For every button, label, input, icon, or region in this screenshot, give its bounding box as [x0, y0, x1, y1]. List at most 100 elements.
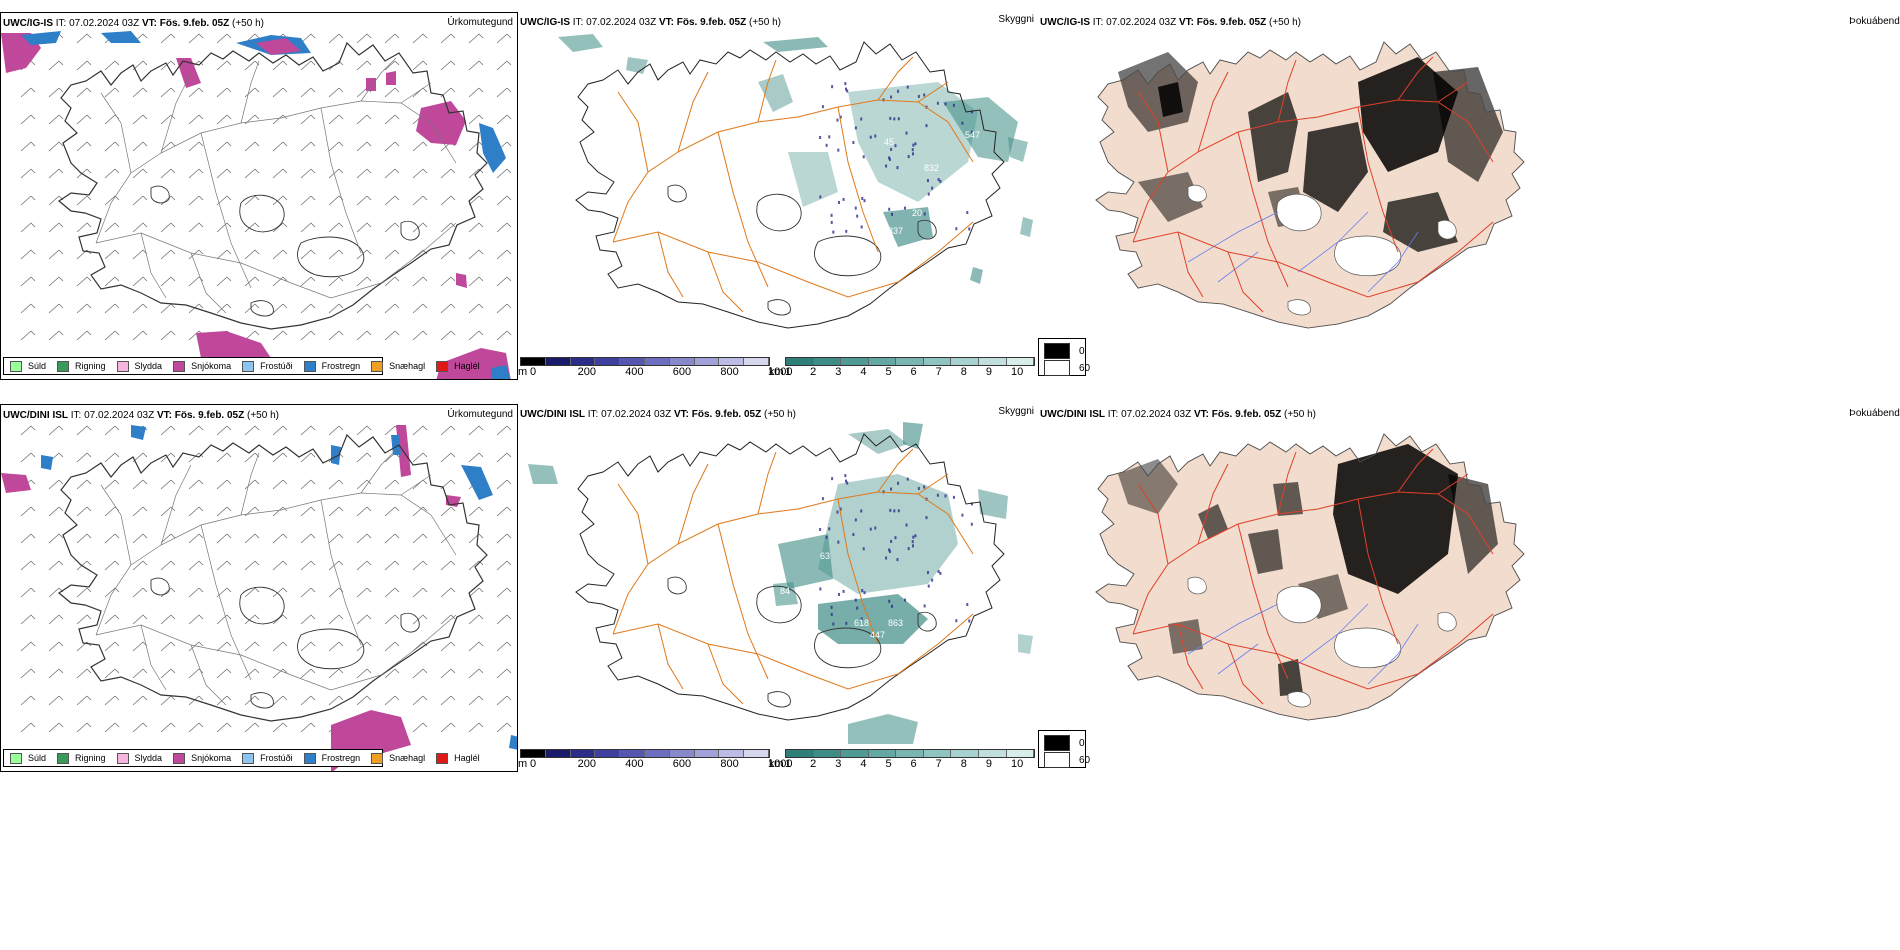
- colorbar-tick-label: 1000: [768, 366, 793, 378]
- legend-label: Súld: [28, 361, 47, 371]
- legend-label: Snæhagl: [389, 753, 426, 763]
- colorbar-tick-label: 9: [985, 758, 992, 770]
- visibility-patches: [558, 34, 1033, 284]
- cloud-vis-map-bottom: UWC/DINI ISL IT: 07.02.2024 03Z VT: Fös.…: [518, 404, 1038, 772]
- colorbar-tick-label: 10: [1011, 758, 1024, 770]
- iceland-map: [1095, 433, 1525, 721]
- legend-swatch: [10, 752, 22, 764]
- cloud-base-dots: [819, 82, 973, 234]
- legend-label: Snæhagl: [389, 361, 426, 371]
- cloud-base-unit: m: [518, 758, 528, 770]
- map-title: UWC/DINI ISL IT: 07.02.2024 03Z VT: Fös.…: [3, 410, 279, 421]
- colorbar-tick-label: 1: [785, 758, 792, 770]
- legend-swatch: [303, 360, 316, 372]
- legend-item: Snjókoma: [173, 360, 231, 372]
- iceland-map: [1095, 41, 1525, 329]
- svg-text:832: 832: [924, 163, 939, 173]
- colorbar-tick-label: 400: [625, 758, 644, 770]
- legend-swatch: [116, 360, 129, 372]
- colorbar-tick-label: 5: [885, 758, 892, 770]
- legend-label: Frostregn: [321, 753, 361, 763]
- legend-label: Rigning: [75, 361, 106, 371]
- legend-swatch: [173, 360, 186, 372]
- legend-label: Súld: [28, 753, 47, 763]
- precip-patches: [1, 425, 517, 771]
- colorbar-tick-label: 1000: [768, 758, 793, 770]
- coastline: [57, 433, 488, 722]
- fog-index-field: [1118, 444, 1498, 696]
- colorbar-tick-label: 4: [860, 366, 867, 378]
- road-lines: [1132, 56, 1494, 313]
- legend-item: Frostregn: [303, 360, 360, 372]
- colorbar-tick-label: 0: [530, 366, 537, 378]
- iceland-map: 59 547 45 832 20 337: [558, 34, 1033, 329]
- legend-item: Frostregn: [303, 752, 361, 764]
- glacier-areas: [1187, 184, 1457, 316]
- road-lines: [1132, 448, 1494, 705]
- legend-label: Haglél: [454, 361, 480, 371]
- visibility-patches: [528, 422, 1033, 744]
- coastline: [575, 41, 1005, 329]
- map-title: UWC/IG-IS IT: 07.02.2024 03Z VT: Fös. 9.…: [3, 18, 264, 29]
- legend-item: Slydda: [116, 752, 163, 764]
- fog-legend: 0 60: [1038, 338, 1090, 376]
- road-lines: [95, 57, 457, 314]
- legend-label: Slydda: [134, 753, 163, 763]
- legend-swatch: [10, 360, 22, 372]
- visibility-colorbar: km 1 2 3 4 5 6 7 8 9 10: [769, 357, 1038, 380]
- fog-legend-item: 60: [1044, 360, 1090, 376]
- road-lines: [95, 449, 457, 706]
- cloud-base-dots: [819, 474, 973, 626]
- map-type-label: Þokuábendi: [1849, 16, 1900, 27]
- svg-text:63: 63: [820, 551, 830, 561]
- svg-text:84: 84: [780, 586, 790, 596]
- glacier-areas: [1187, 576, 1457, 708]
- cloud-base-unit: m: [518, 366, 528, 378]
- map-type-label: Skyggni: [998, 14, 1034, 25]
- iceland-map: [1, 31, 512, 379]
- legend-swatch: [173, 752, 186, 764]
- precip-legend: Súld Rigning Slydda Snjókoma Frostúði Frostre…: [3, 749, 480, 767]
- cloud-base-colorbar: m 0 200 400 600 800 1000: [518, 357, 792, 380]
- road-lines: [612, 448, 974, 705]
- cloud-vis-map-top: UWC/IG-IS IT: 07.02.2024 03Z VT: Fös. 9.…: [518, 12, 1038, 380]
- legend-swatch: [57, 360, 70, 372]
- legend-item: Slydda: [116, 360, 163, 372]
- svg-text:337: 337: [888, 226, 903, 236]
- svg-text:618: 618: [854, 618, 869, 628]
- legend-swatch: [436, 360, 449, 372]
- svg-text:45: 45: [884, 137, 894, 147]
- legend-swatch: [242, 752, 255, 764]
- fog-index-map-bottom: UWC/DINI ISL IT: 07.02.2024 03Z VT: Fös.…: [1038, 404, 1900, 772]
- legend-label: Snjókoma: [191, 753, 232, 763]
- visibility-unit: km: [769, 366, 784, 378]
- map-title: UWC/DINI ISL IT: 07.02.2024 03Z VT: Fös.…: [1040, 409, 1316, 420]
- colorbar-tick-label: 2: [810, 758, 817, 770]
- map-title: UWC/DINI ISL IT: 07.02.2024 03Z VT: Fös.…: [520, 409, 796, 420]
- map-type-label: Úrkomutegund: [447, 409, 513, 420]
- coastline: [57, 41, 488, 330]
- fog-legend-item: 0: [1044, 343, 1085, 359]
- legend-item: Rigning: [57, 752, 106, 764]
- colorbar-tick-label: 3: [835, 758, 842, 770]
- colorbar-tick-label: 10: [1011, 366, 1024, 378]
- legend-swatch: [116, 752, 129, 764]
- coastline: [1095, 433, 1525, 721]
- legend-item: Frostúði: [242, 360, 293, 372]
- map-type-label: Úrkomutegund: [447, 17, 513, 28]
- legend-swatch: [242, 360, 255, 372]
- colorbar-tick-label: 2: [810, 366, 817, 378]
- svg-text:863: 863: [888, 618, 903, 628]
- cloud-base-colorbar: m 0 200 400 600 800 1000: [518, 749, 792, 772]
- legend-item: Rigning: [57, 360, 106, 372]
- legend-swatch: [371, 752, 384, 764]
- legend-label: Slydda: [134, 361, 163, 371]
- visibility-unit: km: [769, 758, 784, 770]
- legend-item: Frostúði: [242, 752, 293, 764]
- legend-item: Haglél: [436, 752, 480, 764]
- colorbar-tick-label: 1: [785, 366, 792, 378]
- legend-item: Súld: [10, 752, 47, 764]
- cloud-base-values: 59 547 45 832 20 337: [880, 73, 980, 236]
- svg-text:59: 59: [880, 73, 890, 83]
- colorbar-tick-label: 3: [835, 366, 842, 378]
